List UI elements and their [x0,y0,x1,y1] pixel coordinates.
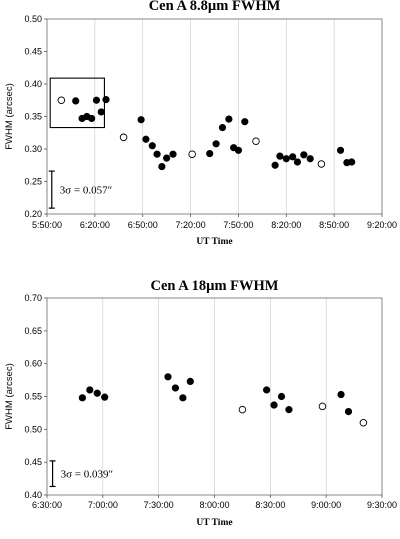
data-point-open [57,96,66,104]
data-point-open [252,137,260,145]
data-point-filled [300,151,308,159]
x-tick-label: 9:20:00 [367,220,397,230]
y-tick-label: 0.60 [24,359,42,369]
data-point-filled [92,96,101,104]
data-point-filled [164,373,172,381]
data-point-filled [234,146,243,154]
data-point-filled [285,406,293,414]
y-tick-label: 0.45 [24,47,42,57]
y-tick-label: 0.50 [24,424,42,434]
data-point-filled [306,155,314,163]
data-point-filled [282,155,290,163]
y-tick-label: 0.20 [24,209,42,219]
data-point-filled [88,114,96,123]
data-point-filled [142,135,150,143]
chart-title: Cen A 18µm FWHM [151,278,279,294]
x-axis-label: UT Time [196,237,232,247]
y-tick-label: 0.50 [24,14,42,24]
x-tick-label: 6:50:00 [128,220,158,230]
data-point-filled [179,394,187,402]
data-point-filled [337,390,345,399]
x-tick-label: 7:50:00 [223,220,253,230]
data-point-open [119,133,128,142]
highlight-box [49,77,105,129]
y-tick-label: 0.35 [24,112,42,122]
data-point-filled [276,152,284,160]
y-tick-label: 0.45 [24,457,42,467]
data-point-filled [169,150,177,158]
x-tick-label: 6:20:00 [80,220,110,230]
data-point-filled [270,401,278,409]
x-tick-label: 8:50:00 [319,220,349,230]
data-point-filled [206,149,214,158]
x-tick-label: 9:30:00 [367,500,397,510]
sigma-annotation: 3σ = 0.057″ [60,185,112,197]
data-point-filled [277,392,286,401]
x-tick-label: 8:30:00 [255,500,285,510]
data-point-filled [241,118,249,126]
x-tick-label: 7:20:00 [176,220,206,230]
x-tick-label: 8:00:00 [199,500,229,510]
data-point-filled [93,389,101,397]
data-point-filled [86,386,94,394]
y-tick-label: 0.30 [24,144,42,154]
y-tick-label: 0.55 [24,392,42,402]
data-point-filled [293,158,302,166]
data-point-filled [78,394,86,402]
data-point-open [188,150,196,158]
sigma-annotation: 3σ = 0.039″ [61,469,113,481]
data-point-filled [225,115,233,123]
x-tick-label: 9:00:00 [311,500,341,510]
y-tick-label: 0.70 [24,293,42,303]
data-point-filled [186,377,194,385]
data-point-filled [171,384,180,392]
data-point-filled [218,123,227,132]
data-point-filled [97,108,105,116]
data-point-open [238,405,247,414]
y-tick-label: 0.40 [24,79,42,89]
data-point-filled [137,116,145,124]
data-point-filled [72,97,80,105]
data-point-filled [163,154,171,162]
data-point-filled [344,408,353,416]
data-point-filled [153,150,161,158]
x-tick-label: 6:30:00 [32,500,62,510]
data-point-filled [289,153,297,161]
data-point-open [317,160,326,168]
x-tick-label: 5:50:00 [32,220,62,230]
data-point-filled [271,161,279,169]
y-tick-label: 0.40 [24,490,42,500]
data-point-filled [263,386,271,394]
data-point-filled [148,142,156,150]
x-axis-label: UT Time [196,518,232,528]
data-point-filled [101,393,109,401]
data-point-open [359,419,368,427]
x-tick-label: 7:00:00 [88,500,118,510]
data-point-filled [158,162,166,171]
chart-8um: Cen A 8.8µm FWHM 0.20 0.25 0.30 0.35 0.40 0.45… [4,0,397,247]
y-tick-label: 0.25 [24,177,42,187]
y-axis-label: FWHM (arcsec) [4,83,15,150]
data-point-filled [348,158,356,166]
y-tick-label: 0.65 [24,326,42,336]
data-point-open [318,402,327,411]
sigma-error-bar [49,460,56,488]
data-point-filled [212,140,220,148]
chart-18um: Cen A 18µm FWHM 0.40 0.45 0.50 0.55 0.60 0.65 0… [4,278,397,528]
sigma-error-bar [48,170,55,209]
x-tick-label: 7:30:00 [144,500,174,510]
x-tick-label: 8:20:00 [271,220,301,230]
chart-title: Cen A 8.8µm FWHM [149,0,281,14]
y-axis-label: FWHM (arcsec) [4,363,15,430]
data-point-filled [336,146,345,154]
data-point-filled [102,95,110,104]
